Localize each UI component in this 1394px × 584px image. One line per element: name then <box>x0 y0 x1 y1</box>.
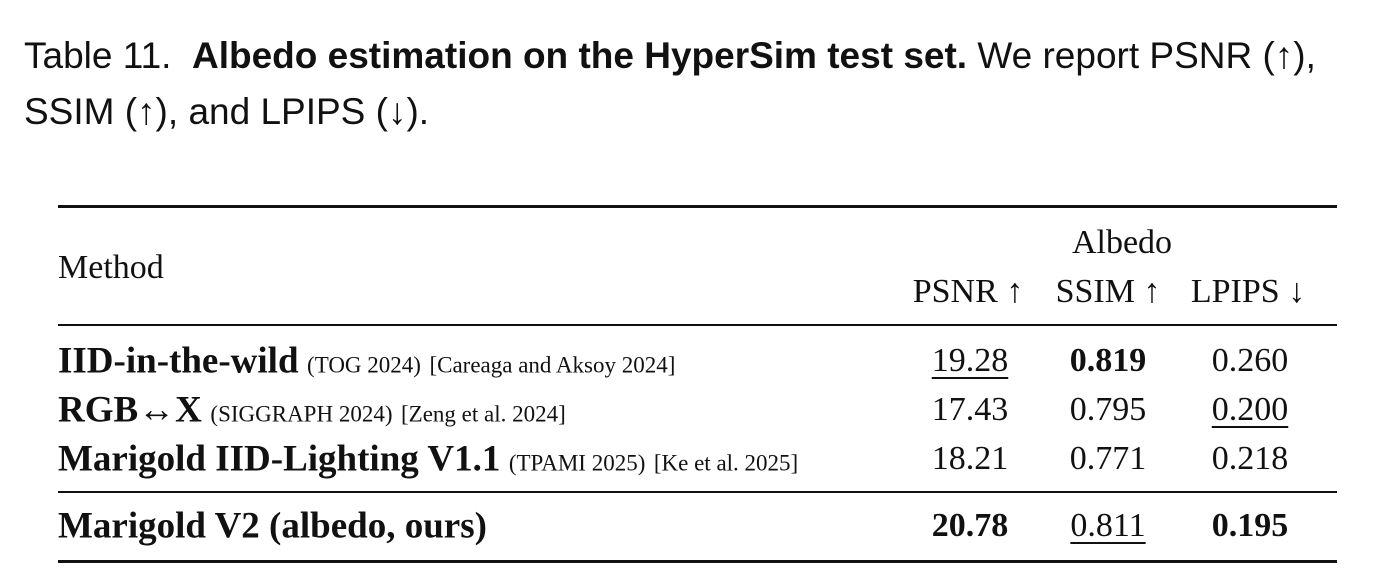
header-column: PSNR ↑ <box>912 273 1024 310</box>
venue: (TOG 2024) <box>307 352 421 378</box>
header-column: LPIPS ↓ <box>1190 273 1306 310</box>
row-method: Marigold IID-Lighting V1.1 (TPAMI 2025) … <box>58 438 798 481</box>
method: RGB↔X <box>58 389 202 431</box>
citation: [Careaga and Aksoy 2024] <box>429 352 676 378</box>
cell: 0.195 <box>1211 507 1289 544</box>
cell: 18.21 <box>931 440 1009 477</box>
header-method: Method <box>58 249 164 286</box>
venue: (TPAMI 2025) <box>508 450 646 476</box>
method: IID-in-the-wild <box>58 340 299 382</box>
caption-title: Albedo estimation on the HyperSim test s… <box>191 35 968 76</box>
cell: 0.200 <box>1211 391 1289 428</box>
bottom-rule <box>58 560 1337 563</box>
header-column: SSIM ↑ <box>1055 273 1161 310</box>
header-group: Albedo <box>1071 224 1173 261</box>
top-rule <box>58 205 1337 208</box>
caption: Table 11. Albedo estimation on the Hyper… <box>24 28 1374 140</box>
mid-rule <box>58 324 1337 326</box>
cell: 20.78 <box>931 507 1009 544</box>
mid-rule <box>58 491 1337 493</box>
row-method: IID-in-the-wild (TOG 2024) [Careaga and … <box>58 340 675 383</box>
caption-text: We report PSNR (↑), SSIM (↑), and LPIPS … <box>24 35 1316 132</box>
venue: (SIGGRAPH 2024) <box>210 401 393 427</box>
row-method: RGB↔X (SIGGRAPH 2024) [Zeng et al. 2024] <box>58 389 566 432</box>
cell: 19.28 <box>931 342 1009 379</box>
cell: 0.218 <box>1211 440 1289 477</box>
cell: 17.43 <box>931 391 1009 428</box>
cell: 0.260 <box>1211 342 1289 379</box>
caption-label: Table 11. <box>24 35 172 76</box>
cell: 0.795 <box>1069 391 1147 428</box>
cell: 0.819 <box>1069 342 1147 379</box>
method: Marigold IID-Lighting V1.1 <box>58 438 501 480</box>
citation: [Zeng et al. 2024] <box>401 401 566 427</box>
cell: 0.771 <box>1069 440 1147 477</box>
ours-method: Marigold V2 (albedo, ours) <box>58 505 487 547</box>
cell: 0.811 <box>1070 507 1146 544</box>
citation: [Ke et al. 2025] <box>653 450 799 476</box>
